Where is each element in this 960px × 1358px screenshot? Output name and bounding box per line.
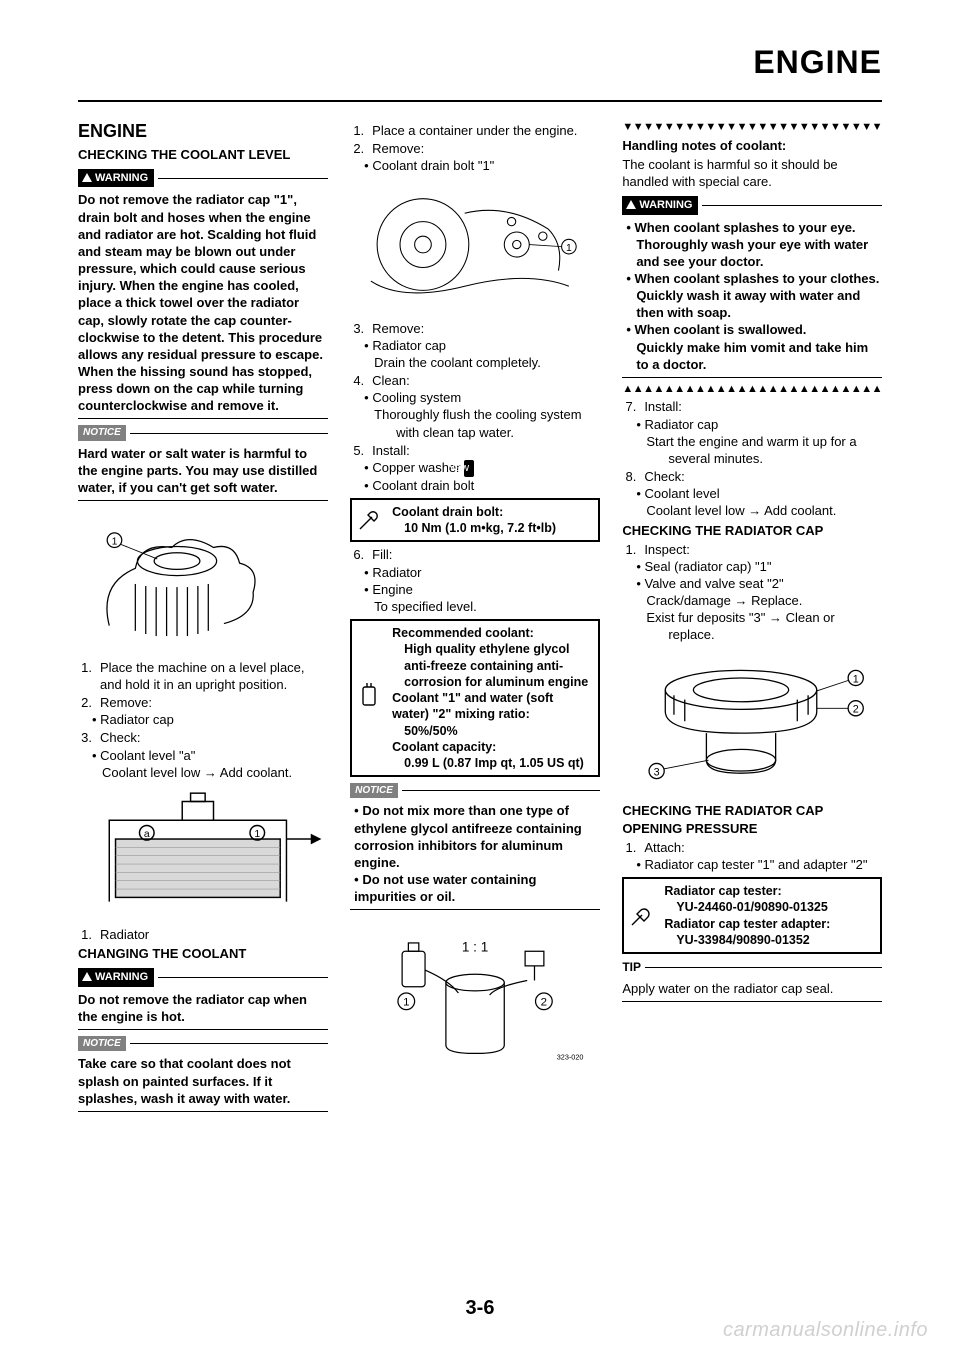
notice-text: Hard water or salt water is harmful to t… xyxy=(78,445,328,496)
step: 3.Remove: Radiator capDrain the coolant … xyxy=(350,320,600,371)
section-title-engine: ENGINE xyxy=(78,120,328,144)
warning-badge: WARNING xyxy=(622,196,698,215)
notice-badge: NOTICE xyxy=(350,783,398,798)
warning-icon xyxy=(82,972,92,981)
procedure-list: 6.Fill: Radiator EngineTo specified leve… xyxy=(350,546,600,615)
tip-text: Apply water on the radiator cap seal. xyxy=(622,980,882,997)
procedure-list: 1.Place a container under the engine. 2.… xyxy=(350,122,600,174)
figure-caption: 1.Radiator xyxy=(78,926,328,943)
svg-text:1: 1 xyxy=(403,997,409,1009)
spec-box-coolant: Recommended coolant: High quality ethyle… xyxy=(350,619,600,777)
step: 2.Remove: Coolant drain bolt "1" xyxy=(350,140,600,174)
warning-badge: WARNING xyxy=(78,169,154,188)
warning-badge-row: WARNING xyxy=(78,169,328,188)
warning-text: Do not remove the radiator cap when the … xyxy=(78,991,328,1025)
header-rule xyxy=(78,100,882,102)
notice-text: Take care so that coolant does not splas… xyxy=(78,1055,328,1106)
figure-coolant-level: a 1 xyxy=(78,789,328,914)
step: 1.Place a container under the engine. xyxy=(350,122,600,139)
warning-icon xyxy=(626,200,636,209)
step: 1.Inspect: Seal (radiator cap) "1" Valve… xyxy=(622,541,882,644)
warning-badge: WARNING xyxy=(78,968,154,987)
column-3: ▼▼▼▼▼▼▼▼▼▼▼▼▼▼▼▼▼▼▼▼▼▼▼▼▼ Handling notes… xyxy=(622,120,882,1116)
svg-text:1 : 1: 1 : 1 xyxy=(462,940,488,955)
handling-heading: Handling notes of coolant: xyxy=(622,137,882,154)
step: 1.Attach: Radiator cap tester "1" and ad… xyxy=(622,839,882,873)
manual-page: ENGINE ENGINE CHECKING THE COOLANT LEVEL… xyxy=(0,0,960,1358)
column-1: ENGINE CHECKING THE COOLANT LEVEL WARNIN… xyxy=(78,120,328,1116)
svg-text:1: 1 xyxy=(112,536,118,547)
arrow-divider-down: ▼▼▼▼▼▼▼▼▼▼▼▼▼▼▼▼▼▼▼▼▼▼▼▼▼ xyxy=(622,120,882,135)
warning-icon xyxy=(82,173,92,182)
figure-engine-drain-bolt: 1 xyxy=(350,182,600,307)
tool-icon xyxy=(624,879,658,952)
subsection-title: CHECKING THE RADIATOR CAP xyxy=(622,522,882,539)
step: 8.Check: Coolant levelCoolant level low … xyxy=(622,468,882,519)
subsection-title: CHANGING THE COOLANT xyxy=(78,945,328,962)
subsection-title: CHECKING THE RADIATOR CAP OPENING PRESSU… xyxy=(622,802,882,836)
watermark: carmanualsonline.info xyxy=(723,1319,928,1342)
procedure-list: 1.Inspect: Seal (radiator cap) "1" Valve… xyxy=(622,541,882,644)
notice-badge-row: NOTICE xyxy=(350,783,600,798)
arrow-divider-up: ▲▲▲▲▲▲▲▲▲▲▲▲▲▲▲▲▲▲▲▲▲▲▲▲▲ xyxy=(622,382,882,397)
content-columns: ENGINE CHECKING THE COOLANT LEVEL WARNIN… xyxy=(78,120,882,1116)
page-number: 3-6 xyxy=(0,1297,960,1320)
tip-label: TIP xyxy=(622,960,641,976)
notice-bullets: Do not mix more than one type of ethylen… xyxy=(350,802,600,905)
svg-text:1: 1 xyxy=(254,829,260,840)
warning-badge-row: WARNING xyxy=(622,196,882,215)
coolant-icon xyxy=(352,621,386,775)
new-badge: New xyxy=(464,460,474,477)
warning-badge-row: WARNING xyxy=(78,968,328,987)
step: 6.Fill: Radiator EngineTo specified leve… xyxy=(350,546,600,615)
svg-text:3: 3 xyxy=(654,766,660,778)
procedure-list: 3.Remove: Radiator capDrain the coolant … xyxy=(350,320,600,494)
warning-bullets: When coolant splashes to your eye.Thorou… xyxy=(622,219,882,373)
tip-row: TIP xyxy=(622,960,882,976)
procedure-list: 1.Attach: Radiator cap tester "1" and ad… xyxy=(622,839,882,873)
step: 1.Place the machine on a level place, an… xyxy=(78,659,328,693)
svg-text:1: 1 xyxy=(853,673,859,685)
step: 7.Install: Radiator capStart the engine … xyxy=(622,398,882,467)
svg-text:2: 2 xyxy=(541,997,547,1009)
handling-text: The coolant is harmful so it should be h… xyxy=(622,156,882,190)
procedure-list: 1.Place the machine on a level place, an… xyxy=(78,659,328,781)
figure-mixing-ratio: 1 : 1 1 2 323-020 xyxy=(350,920,600,1066)
procedure-list: 7.Install: Radiator capStart the engine … xyxy=(622,398,882,519)
spec-box-torque: Coolant drain bolt: 10 Nm (1.0 m•kg, 7.2… xyxy=(350,498,600,543)
warning-text: Do not remove the radiator cap "1", drai… xyxy=(78,191,328,414)
page-header-title: ENGINE xyxy=(753,44,882,81)
step: 3.Check: Coolant level "a"Coolant level … xyxy=(78,729,328,780)
figure-radiator-cap: 1 2 3 xyxy=(622,652,882,793)
notice-badge: NOTICE xyxy=(78,425,126,440)
notice-badge: NOTICE xyxy=(78,1036,126,1051)
svg-text:a: a xyxy=(144,829,150,840)
subsection-title: CHECKING THE COOLANT LEVEL xyxy=(78,146,328,163)
svg-text:323-020: 323-020 xyxy=(557,1053,584,1062)
wrench-icon xyxy=(352,500,386,541)
notice-badge-row: NOTICE xyxy=(78,1036,328,1051)
notice-badge-row: NOTICE xyxy=(78,425,328,440)
svg-text:2: 2 xyxy=(853,703,859,715)
step: 2.Remove: Radiator cap xyxy=(78,694,328,728)
spec-box-tool: Radiator cap tester: YU-24460-01/90890-0… xyxy=(622,877,882,954)
step: 5.Install: Copper washer New Coolant dra… xyxy=(350,442,600,494)
figure-radiator-cap-hand: 1 xyxy=(78,511,328,647)
column-2: 1.Place a container under the engine. 2.… xyxy=(350,120,600,1116)
svg-text:1: 1 xyxy=(566,243,572,254)
step: 4.Clean: Cooling systemThoroughly flush … xyxy=(350,372,600,441)
